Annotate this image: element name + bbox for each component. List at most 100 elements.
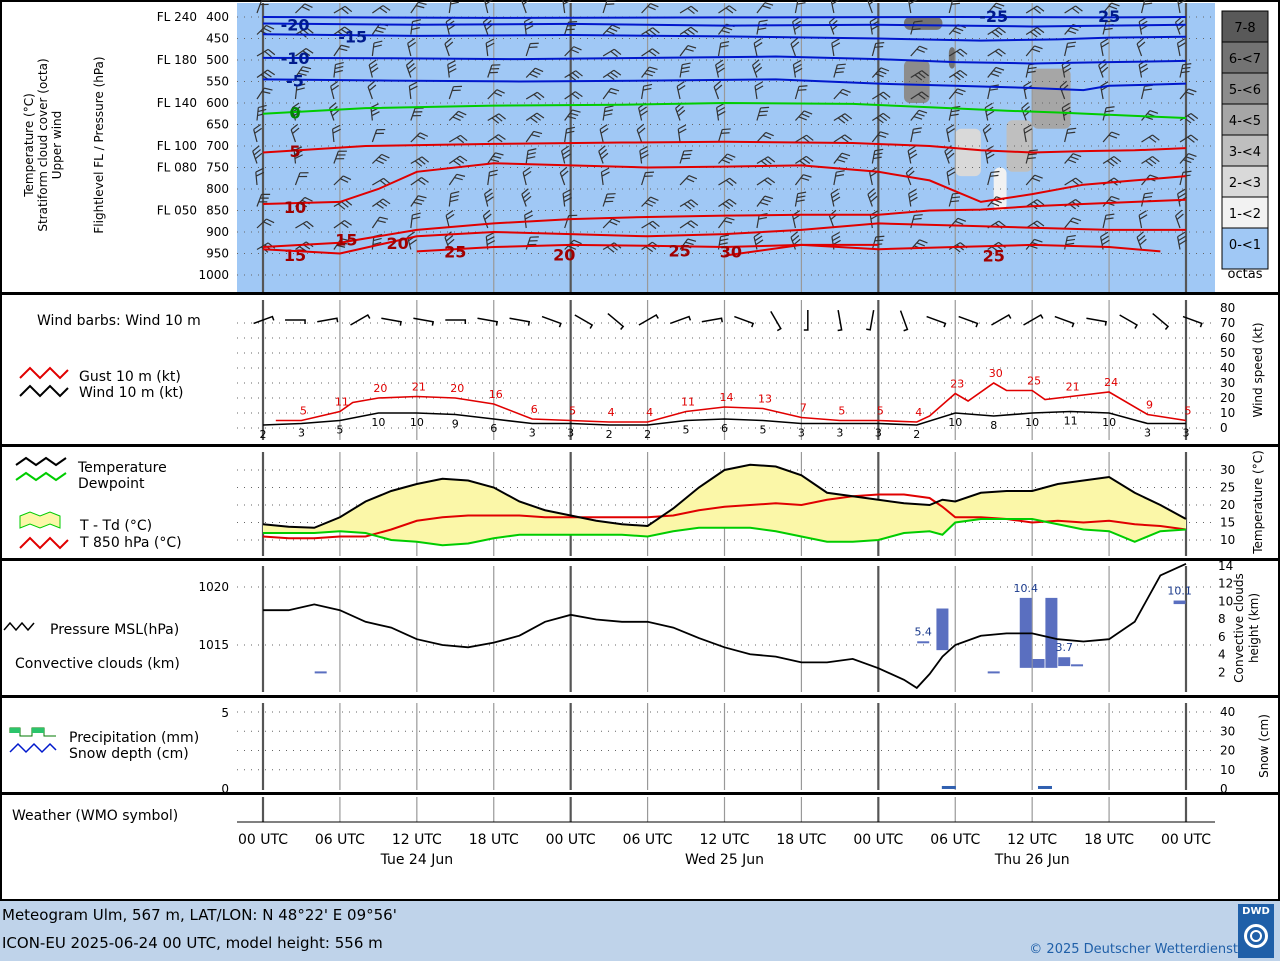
upper-wind-barb <box>485 38 495 57</box>
snow-tick-label: 40 <box>1220 705 1235 719</box>
upper-wind-barb <box>1064 217 1082 229</box>
gust-legend-line <box>19 366 69 380</box>
upper-wind-barb <box>448 110 467 121</box>
upper-wind-barb <box>756 195 774 207</box>
pressure-tick-label: 700 <box>206 139 229 153</box>
pressure-tick-label: 800 <box>206 182 229 196</box>
upper-wind-barb <box>795 155 814 167</box>
upper-wind-barb <box>756 131 774 143</box>
upper-wind-barb <box>410 107 424 121</box>
wind-tick-label: 10 <box>1220 406 1235 420</box>
isotherm-5 <box>262 140 1187 154</box>
upper-wind-barb <box>256 218 275 229</box>
gust-value-label: 5 <box>569 405 576 418</box>
pressure-line <box>263 562 1187 690</box>
upper-wind-barb <box>525 112 545 124</box>
time-tick-label: 00 UTC <box>238 832 288 848</box>
upper-wind-barb <box>1138 210 1148 229</box>
upper-wind-barb <box>833 152 851 164</box>
upper-wind-barb <box>987 170 1000 186</box>
upper-wind-barb <box>525 42 539 57</box>
pressure-tick-label: 850 <box>206 204 229 218</box>
upper-wind-barb <box>717 41 730 57</box>
upper-wind-barb <box>256 87 273 100</box>
wind-value-label: 2 <box>260 428 267 441</box>
precip-legend-swatch <box>9 727 56 737</box>
upper-wind-barb <box>792 59 803 78</box>
footer-copyright[interactable]: © 2025 Deutscher Wetterdienst <box>1029 942 1238 957</box>
convective-tick-label: 14 <box>1218 559 1233 573</box>
upper-wind-barb <box>295 3 313 14</box>
upper-wind-barb <box>333 150 347 164</box>
upper-wind-barb <box>756 177 776 186</box>
upper-wind-barb <box>598 145 609 164</box>
footer-location: Meteogram Ulm, 567 m, LAT/LON: N 48°22' … <box>2 906 397 924</box>
isotherm-label: -20 <box>281 15 310 34</box>
isotherm-label: 15 <box>284 246 306 265</box>
cloud-cover-patch <box>1032 68 1071 129</box>
upper-wind-barb <box>753 231 764 250</box>
isotherm--25 <box>262 15 1187 19</box>
wind-value-label: 2 <box>913 428 920 441</box>
upper-wind-barb <box>525 67 544 78</box>
wind-barbs-label: Wind barbs: Wind 10 m <box>37 313 201 329</box>
upper-wind-barb <box>987 27 1006 38</box>
upper-wind-barb <box>869 16 880 35</box>
flightlevel-tick-label: FL 240 <box>157 10 197 24</box>
footer: Meteogram Ulm, 567 m, LAT/LON: N 48°22' … <box>0 900 1280 961</box>
day-label: Wed 25 Jun <box>685 852 764 868</box>
octa-legend-swatch <box>1221 10 1269 43</box>
wind-value-label: 3 <box>529 427 536 440</box>
wind-value-label: 5 <box>336 424 343 437</box>
upper-ylabel-wind: Upper wind <box>50 111 64 180</box>
surface-wind-barb <box>638 313 659 326</box>
upper-wind-barb <box>948 48 968 57</box>
upper-wind-barb <box>564 91 583 100</box>
gust-value-label: 20 <box>373 382 387 395</box>
upper-wind-barb <box>445 210 455 229</box>
upper-wind-barb <box>948 88 966 100</box>
temperature-series <box>262 463 1187 547</box>
temperature-tick-label: 10 <box>1220 533 1235 547</box>
wind-ylabel: Wind speed (kt) <box>1251 322 1265 417</box>
wind-value-label: 3 <box>298 427 305 440</box>
upper-wind-barb <box>636 123 646 143</box>
convective-cloud-bar <box>1071 664 1084 667</box>
upper-wind-barb <box>487 89 505 100</box>
upper-wind-barb <box>828 16 840 35</box>
isotherm-label: 10 <box>284 198 306 217</box>
upper-wind-barb <box>371 153 390 165</box>
isotherm-label: 20 <box>386 234 408 253</box>
gust-value-label: 21 <box>412 381 426 394</box>
time-tick-label: 06 UTC <box>623 832 673 848</box>
upper-wind-barb <box>564 46 582 57</box>
time-tick-label: 12 UTC <box>392 832 442 848</box>
dwd-logo-spiral-inner-icon <box>1250 930 1262 942</box>
wind-value-label: 9 <box>452 418 459 431</box>
gust-value-label: 30 <box>989 367 1003 380</box>
wind-line <box>262 410 1186 426</box>
upper-ylabel-flightlevel: Flightlevel FL / Pressure (hPa) <box>92 56 106 233</box>
surface-wind-barb <box>1119 314 1138 329</box>
precip-bar <box>1037 785 1052 789</box>
temperature-tick-label: 15 <box>1220 516 1235 530</box>
upper-wind-barb <box>790 231 801 250</box>
upper-wind-barb <box>525 148 537 164</box>
upper-wind-barb <box>295 27 314 38</box>
flightlevel-tick-label: FL 080 <box>157 161 197 175</box>
wind-tick-label: 60 <box>1220 331 1235 345</box>
upper-wind-barb <box>676 81 686 100</box>
upper-wind-barb <box>1061 102 1072 121</box>
upper-wind-barb <box>867 188 878 207</box>
snow-ylabel: Snow (cm) <box>1257 714 1271 778</box>
pressure-tick-label: 900 <box>206 225 229 239</box>
pressure-tick-label: 1020 <box>198 580 229 594</box>
upper-wind-barb <box>1177 0 1187 14</box>
upper-wind-barb <box>675 102 686 121</box>
upper-wind-barb <box>370 103 380 121</box>
surface-wind-barb <box>734 315 755 328</box>
upper-wind-barb <box>333 5 353 15</box>
wind-value-label: 3 <box>567 427 574 440</box>
time-tick-label: 18 UTC <box>469 832 519 848</box>
upper-wind-barb <box>407 231 417 250</box>
